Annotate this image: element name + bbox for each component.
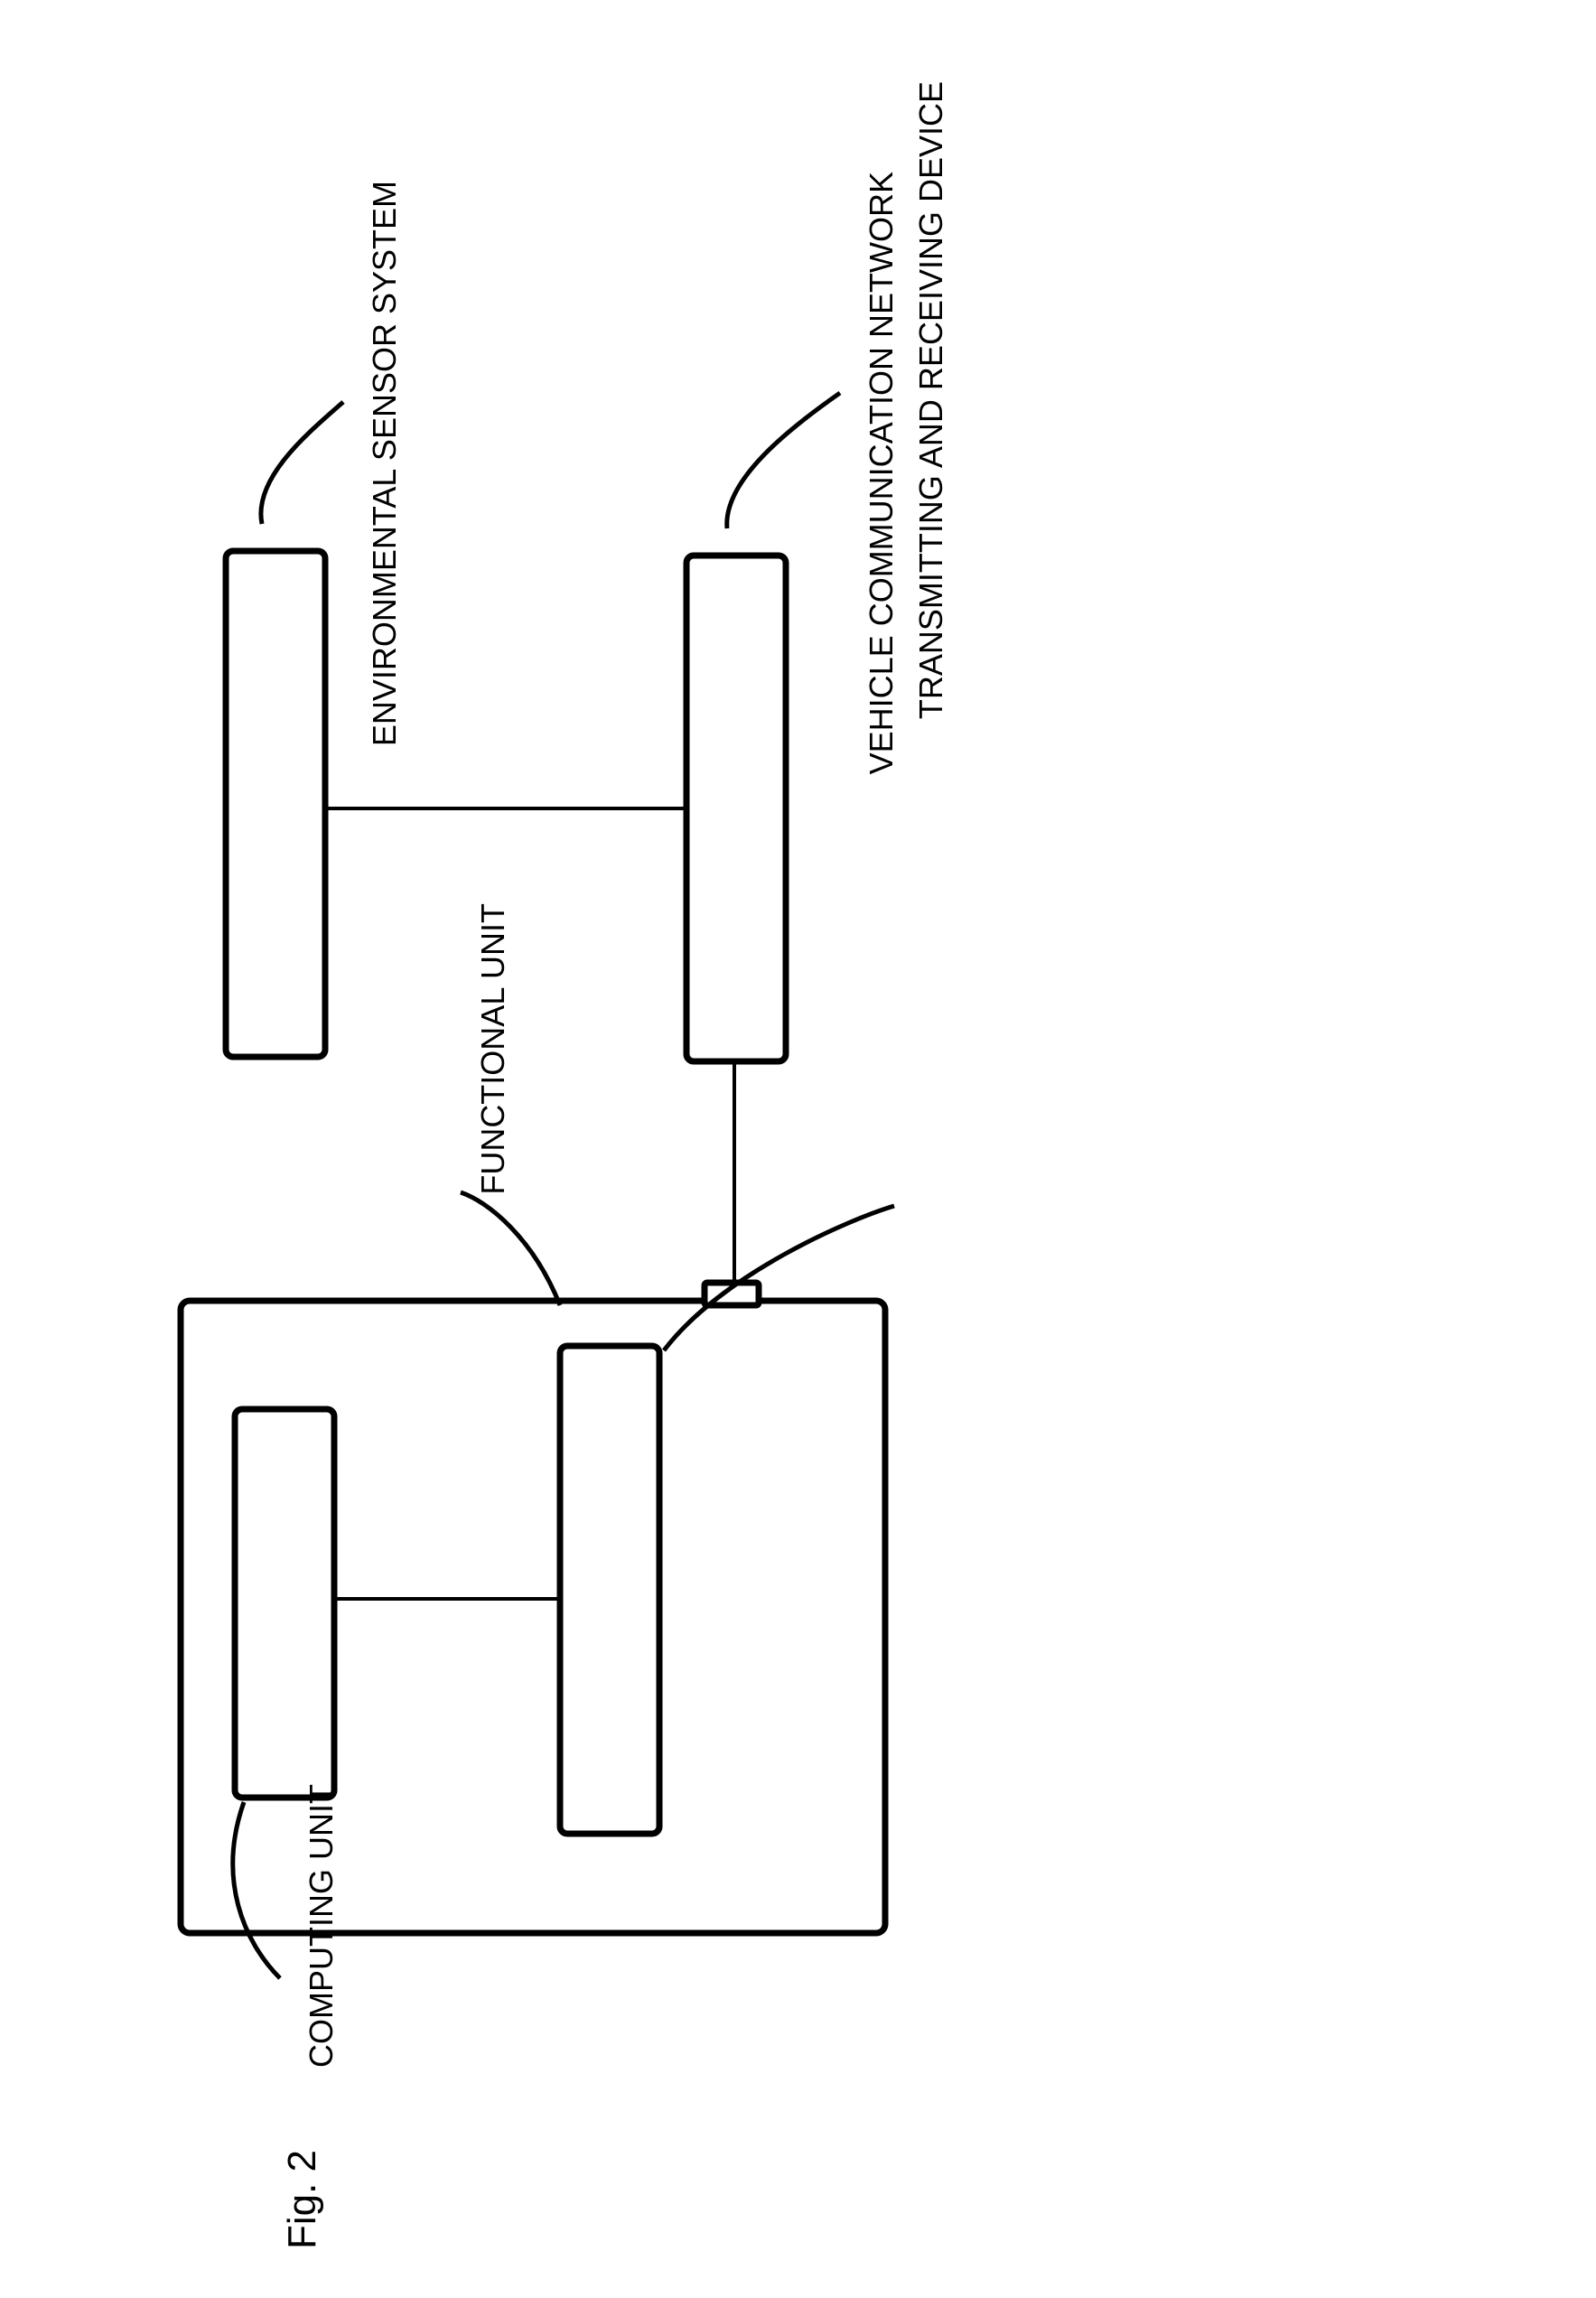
computing-unit-label: COMPUTING UNIT <box>303 1784 341 2068</box>
vehicle-net-label: VEHICLE COMMUNICATION NETWORK <box>863 172 901 774</box>
vehicle-net-box <box>686 556 786 1061</box>
leader-env <box>261 402 343 524</box>
leader-func <box>461 1192 560 1305</box>
env-sensor-label: ENVIRONMENTAL SENSOR SYSTEM <box>366 181 404 746</box>
computing-unit-box <box>235 1409 334 1798</box>
leader-cu <box>233 1802 280 1978</box>
diagram-svg <box>0 0 1596 2298</box>
block-diagram: ENVIRONMENTAL SENSOR SYSTEM VEHICLE COMM… <box>0 0 1596 2298</box>
figure-caption: Fig. 2 <box>280 2150 325 2249</box>
leader-trx <box>664 1206 894 1350</box>
env-sensor-box <box>226 551 325 1057</box>
trx-device-box <box>560 1346 659 1834</box>
trx-device-label: TRANSMITTING AND RECEIVING DEVICE <box>912 81 950 719</box>
leader-net <box>727 393 840 528</box>
functional-unit-label: FUNCTIONAL UNIT <box>474 903 512 1195</box>
functional-unit-box <box>181 1301 885 1933</box>
